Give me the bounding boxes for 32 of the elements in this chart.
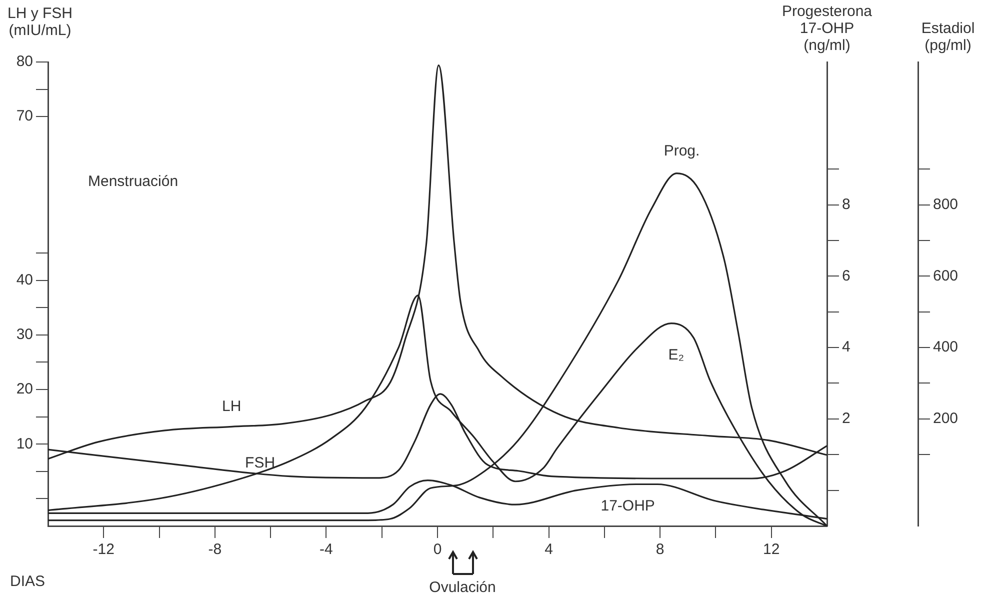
- text: Ovulación: [429, 579, 496, 596]
- annotation: Menstruación: [88, 173, 178, 190]
- y3-tick-label: 800: [933, 196, 958, 213]
- y-axis-title: LH y FSH (mIU/mL): [7, 5, 73, 40]
- y2-tick-label: 6: [842, 267, 850, 284]
- y3-tick-label: 200: [933, 410, 958, 428]
- y3-axis-title: Estadiol (pg/ml): [921, 20, 975, 54]
- y2-axis-title: Progesterona 17-OHP (ng/ml): [782, 3, 873, 54]
- y-tick-label: 80: [16, 53, 33, 70]
- series-label: FSH: [245, 454, 276, 472]
- x-tick-label: 12: [763, 541, 780, 558]
- series-label: LH: [222, 398, 242, 415]
- y-tick-label: 30: [16, 326, 33, 344]
- series-label: E₂: [668, 346, 684, 364]
- x-tick-label: 8: [656, 541, 664, 558]
- series-label: 17-OHP: [600, 497, 655, 514]
- x-tick-label: -8: [208, 541, 222, 558]
- y-tick-label: 10: [16, 435, 33, 452]
- series-label: Prog.: [664, 142, 700, 160]
- y-tick-label: 20: [16, 380, 33, 398]
- x-tick-label: 0: [433, 541, 442, 558]
- x-tick-label: 4: [544, 541, 553, 558]
- y2-tick-label: 4: [842, 338, 850, 356]
- y3-tick-label: 400: [933, 338, 958, 356]
- y3-tick-label: 600: [933, 267, 958, 284]
- y2-tick-label: 2: [842, 410, 850, 428]
- x-tick-label: -12: [92, 541, 114, 558]
- y2-tick-label: 8: [842, 196, 850, 213]
- y-tick-label: 70: [16, 108, 33, 125]
- y-tick-label: 40: [16, 271, 33, 288]
- x-tick-label: -4: [320, 541, 333, 558]
- x-axis-title: DIAS: [10, 573, 46, 590]
